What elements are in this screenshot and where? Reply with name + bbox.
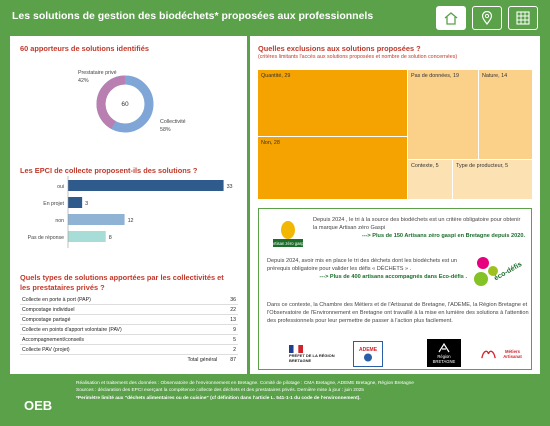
epci-bar[interactable] [68,180,224,191]
footer-line-2: Sources : déclaration des EPCI exerçant … [76,388,364,394]
table-row: Collecte en porte à port (PAP) 36 [20,295,238,305]
types-table: Collecte en porte à port (PAP) 36 Composta… [20,295,238,364]
info-paragraph-2: Depuis 2024, avoir mis en place le tri d… [267,258,467,281]
table-row: Accompagnement/conseils 5 [20,334,238,345]
row-label: Compostage partagé [20,314,220,325]
treemap-cell-type-producteur[interactable]: Type de producteur, 5 [453,160,532,199]
french-flag-icon [289,345,303,353]
table-row: Compostage partagé 13 [20,314,238,325]
table-row: Compostage individuel 22 [20,304,238,315]
epci-bar[interactable] [68,214,125,225]
epci-bar-chart: oui 33 En projet 3 non 12 Pas de réponse 8 [28,176,233,248]
row-value: 5 [219,334,238,345]
epci-value-label: 33 [227,184,233,190]
ademe-icon [364,353,372,361]
cma-logo: Métiers Artisanat [481,341,527,367]
epci-title: Les EPCI de collecte proposent-ils des s… [20,166,198,175]
artisan-logo-icon: Artisan zéro gaspi [271,221,305,247]
total-value: 87 [230,356,236,363]
row-label: Collecte PAV (projet) [20,344,220,355]
table-row: Collecte en points d'apport volontaire (… [20,324,238,335]
treemap-cell-nature[interactable]: Nature, 14 [479,70,532,159]
home-icon [444,11,458,25]
row-value: 22 [219,304,238,315]
donut-slice-prestataire [96,75,126,129]
map-pin-icon [481,11,493,25]
epci-value-label: 12 [128,218,134,224]
footer: Réalisation et traitement des données : … [76,380,544,402]
ademe-logo: ADEME [353,341,383,367]
left-panel: 60 apporteurs de solutions identifiés 60… [10,36,247,374]
info-paragraph-3: Dans ce contexte, la Chambre des Métiers… [267,302,529,325]
footer-line-1: Réalisation et traitement des données : … [76,381,414,386]
label-collectivite: Collectivité [160,119,186,125]
row-label: Compostage individuel [20,304,220,315]
svg-text:Artisan zéro gaspi: Artisan zéro gaspi [271,241,305,246]
treemap-cell-contexte[interactable]: Contexte, 5 [408,160,452,199]
epci-bar[interactable] [68,197,83,208]
epci-value-label: 3 [85,201,88,207]
row-value: 13 [219,314,238,325]
region-bretagne-logo: Région BRETAGNE [427,339,461,367]
treemap-cell-quantite[interactable]: Quantité, 29 [258,70,407,136]
donut-center-label: 60 [121,101,129,108]
epci-category-label: non [55,218,64,224]
eco-defis-logo: éco-défis [469,253,525,293]
map-button[interactable] [472,6,502,30]
epci-bar[interactable] [68,231,106,242]
home-button[interactable] [436,6,466,30]
region-bretagne-icon [438,342,450,353]
row-value: 9 [219,324,238,335]
epci-category-label: Pas de réponse [28,235,64,241]
row-label: Collecte en points d'apport volontaire (… [20,324,220,335]
info-box: Artisan zéro gaspi Depuis 2024 , le tri … [258,208,532,370]
nav-bar [436,6,538,30]
epci-category-label: En projet [43,201,64,207]
exclusions-subtitle: (critères limitants l'accès aux solution… [258,54,458,60]
grid-icon [516,11,530,25]
total-label: Total général [187,356,218,363]
footer-line-3: *Perimètre limité aux "déchets alimentai… [76,395,361,401]
total-row: Total général 87 [20,355,238,365]
donut-title: 60 apporteurs de solutions identifiés [20,44,149,53]
donut-chart: 60 [96,75,154,133]
pct-collectivite: 58% [160,127,171,133]
treemap-cell-pas-de-donnees[interactable]: Pas de données, 19 [408,70,478,159]
cma-icon [481,350,496,359]
page-title: Les solutions de gestion des biodéchets*… [12,10,374,22]
row-label: Collecte en porte à port (PAP) [20,295,220,305]
row-value: 36 [219,295,238,305]
epci-value-label: 8 [109,235,112,241]
row-label: Accompagnement/conseils [20,334,220,345]
right-panel: Quelles exclusions aux solutions proposé… [250,36,540,374]
types-title: Quels types de solutions apportées par l… [20,273,224,292]
epci-category-label: oui [57,184,64,190]
pct-prestataire: 42% [78,78,89,84]
eco-defis-icon: éco-défis [474,257,523,286]
treemap-cell-non[interactable]: Non, 28 [258,137,407,199]
table-button[interactable] [508,6,538,30]
row-value: 2 [219,344,238,355]
oeb-logo: OEB [24,398,53,413]
label-prestataire: Prestataire privé [78,70,117,76]
exclusions-title: Quelles exclusions aux solutions proposé… [258,44,421,53]
info-paragraph-1: Depuis 2024 , le tri à la source des bio… [313,217,525,240]
artisan-zero-gaspi-logo: Artisan zéro gaspi [269,217,307,253]
prefet-logo: PRÉFET DE LA RÉGION BRETAGNE [289,341,335,367]
table-row: Collecte PAV (projet) 2 [20,344,238,355]
